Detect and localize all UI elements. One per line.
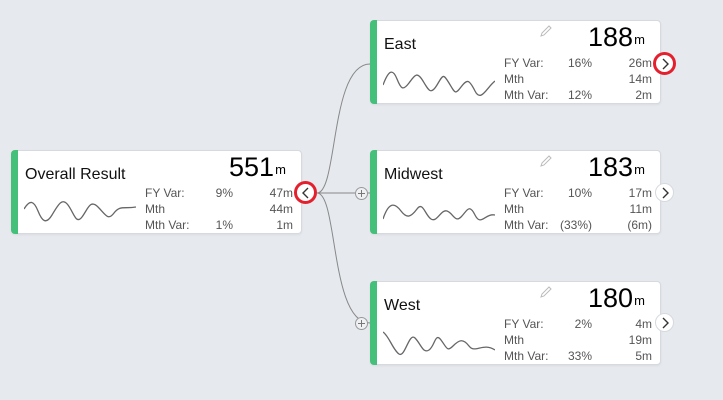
node-card-east[interactable]: East 188 m FY Var: 16% 26m Mth 14m Mth V… xyxy=(370,20,661,104)
chevron-left-icon xyxy=(301,187,308,198)
metric-row: Mth Var: 33% 5m xyxy=(504,348,652,364)
node-value: 551 xyxy=(228,152,274,182)
pencil-icon[interactable] xyxy=(539,285,553,299)
node-metrics: FY Var: 9% 47m Mth 44m Mth Var: 1% 1m xyxy=(145,185,293,233)
expand-button-east[interactable] xyxy=(653,52,676,75)
pencil-icon[interactable] xyxy=(539,154,553,168)
metric-absolute: 5m xyxy=(635,349,652,363)
metric-absolute: (6m) xyxy=(627,218,652,232)
metric-label: Mth xyxy=(504,202,525,216)
pencil-icon[interactable] xyxy=(539,24,553,38)
plus-icon xyxy=(358,320,365,327)
metric-row: Mth Var: 1% 1m xyxy=(145,217,293,233)
metric-label: Mth xyxy=(504,333,525,347)
node-value: 180 xyxy=(587,283,633,313)
metric-label: Mth Var: xyxy=(504,88,549,102)
metric-absolute: 1m xyxy=(276,218,293,232)
metric-absolute: 2m xyxy=(635,88,652,102)
node-value: 188 xyxy=(587,22,633,52)
metric-absolute: 17m xyxy=(628,186,652,200)
metric-row: FY Var: 10% 17m xyxy=(504,185,652,201)
metric-label: FY Var: xyxy=(145,186,185,200)
expand-button-west[interactable] xyxy=(655,313,674,332)
metric-label: Mth xyxy=(145,202,166,216)
expand-button-midwest[interactable] xyxy=(655,183,674,202)
metric-percent: 16% xyxy=(567,56,592,70)
node-unit: m xyxy=(634,162,645,177)
metric-percent: 12% xyxy=(567,88,592,102)
metric-label: FY Var: xyxy=(504,56,544,70)
node-title: Midwest xyxy=(384,166,443,183)
metric-row: Mth Var: 12% 2m xyxy=(504,87,652,103)
metric-percent: 1% xyxy=(215,218,233,232)
metric-label: FY Var: xyxy=(504,186,544,200)
plus-icon xyxy=(358,190,365,197)
node-accent-bar xyxy=(11,150,18,234)
node-card-overall[interactable]: Overall Result 551 m FY Var: 9% 47m Mth … xyxy=(11,150,302,234)
node-unit: m xyxy=(275,162,286,177)
node-accent-bar xyxy=(370,20,377,104)
node-metrics: FY Var: 16% 26m Mth 14m Mth Var: 12% 2m xyxy=(504,55,652,103)
node-accent-bar xyxy=(370,281,377,365)
metric-row: Mth Var: (33%) (6m) xyxy=(504,217,652,233)
node-card-midwest[interactable]: Midwest 183 m FY Var: 10% 17m Mth 11m Mt… xyxy=(370,150,661,234)
metric-label: Mth xyxy=(504,72,525,86)
node-unit: m xyxy=(634,293,645,308)
sparkline xyxy=(383,204,495,221)
metric-absolute: 11m xyxy=(629,202,652,216)
add-node-button-midwest[interactable] xyxy=(355,187,368,200)
metric-label: Mth Var: xyxy=(504,349,549,363)
chevron-right-icon xyxy=(662,58,669,69)
node-accent-bar xyxy=(370,150,377,234)
metric-absolute: 14m xyxy=(628,72,652,86)
metric-row: FY Var: 9% 47m xyxy=(145,185,293,201)
metric-row: Mth 19m xyxy=(504,332,652,348)
metric-row: Mth 14m xyxy=(504,71,652,87)
node-title: Overall Result xyxy=(25,166,126,183)
metric-absolute: 4m xyxy=(635,317,652,331)
metric-row: FY Var: 16% 26m xyxy=(504,55,652,71)
metric-row: FY Var: 2% 4m xyxy=(504,316,652,332)
node-card-west[interactable]: West 180 m FY Var: 2% 4m Mth 19m Mth Var… xyxy=(370,281,661,365)
metric-label: Mth Var: xyxy=(145,218,190,232)
chevron-right-icon xyxy=(662,187,669,198)
metric-absolute: 44m xyxy=(269,202,293,216)
metric-absolute: 47m xyxy=(269,186,293,200)
metric-percent: (33%) xyxy=(559,218,592,232)
sparkline xyxy=(383,331,495,355)
node-metrics: FY Var: 10% 17m Mth 11m Mth Var: (33%) (… xyxy=(504,185,652,233)
metric-percent: 10% xyxy=(567,186,592,200)
metric-percent: 33% xyxy=(567,349,592,363)
node-title: West xyxy=(384,297,421,314)
metric-percent: 9% xyxy=(215,186,233,200)
sparkline xyxy=(24,201,136,222)
metric-label: FY Var: xyxy=(504,317,544,331)
collapse-button-overall[interactable] xyxy=(294,181,317,204)
node-title: East xyxy=(384,36,417,53)
metric-label: Mth Var: xyxy=(504,218,549,232)
node-metrics: FY Var: 2% 4m Mth 19m Mth Var: 33% 5m xyxy=(504,316,652,364)
node-unit: m xyxy=(634,32,645,47)
chevron-right-icon xyxy=(662,317,669,328)
node-value: 183 xyxy=(587,152,633,182)
add-node-button-west[interactable] xyxy=(355,317,368,330)
sparkline xyxy=(383,71,495,96)
metric-percent: 2% xyxy=(574,317,592,331)
metric-absolute: 19m xyxy=(628,333,652,347)
metric-absolute: 26m xyxy=(628,56,652,70)
metric-row: Mth 44m xyxy=(145,201,293,217)
metric-row: Mth 11m xyxy=(504,201,652,217)
